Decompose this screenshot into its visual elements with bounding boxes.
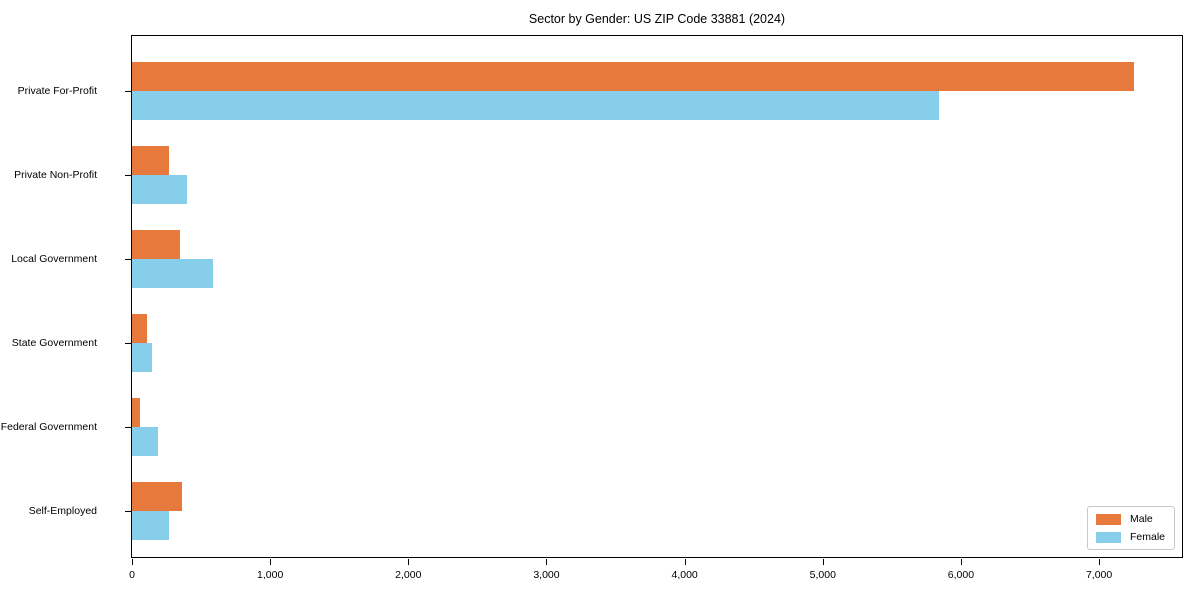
- bar-male-private-for-profit: [132, 62, 1134, 91]
- legend-item-male: Male: [1095, 513, 1165, 525]
- legend-swatch-female: [1095, 531, 1121, 543]
- y-tick-mark: [125, 343, 131, 344]
- y-tick-mark: [125, 91, 131, 92]
- x-tick-mark: [546, 559, 548, 565]
- bar-male-state-government: [132, 314, 148, 343]
- bar-male-self-employed: [132, 482, 183, 511]
- x-tick-mark: [684, 559, 686, 565]
- bar-female-private-for-profit: [132, 91, 939, 120]
- y-tick-mark: [125, 511, 131, 512]
- y-tick-mark: [125, 175, 131, 176]
- category-label: State Government: [11, 337, 97, 349]
- legend-item-female: Female: [1095, 531, 1165, 543]
- x-tick-mark: [270, 559, 272, 565]
- x-tick-mark: [1099, 559, 1101, 565]
- x-tick-mark: [822, 559, 824, 565]
- x-tick-label: 7,000: [1085, 569, 1113, 581]
- plot-area: Private For-Profit Private Non-Profit Loca…: [1, 35, 1183, 581]
- chart-title: Sector by Gender: US ZIP Code 33881 (202…: [528, 12, 786, 26]
- category-label: Private For-Profit: [17, 85, 97, 97]
- x-tick-label: 2,000: [395, 569, 422, 581]
- legend-label-male: Male: [1129, 513, 1153, 525]
- x-tick-mark: [132, 559, 133, 565]
- bar-male-private-non-profit: [132, 146, 169, 175]
- y-tick-mark: [125, 259, 131, 260]
- legend-swatch-male: [1095, 513, 1121, 525]
- bar-male-local-government: [132, 230, 181, 259]
- category-label: Federal Government: [0, 421, 97, 433]
- x-tick-label: 0: [129, 569, 135, 581]
- bar-female-local-government: [132, 259, 213, 288]
- x-tick-mark: [408, 559, 410, 565]
- bar-female-state-government: [132, 343, 153, 372]
- bar-female-private-non-profit: [132, 175, 188, 204]
- category-label: Local Government: [11, 253, 97, 265]
- x-tick-mark: [960, 559, 962, 565]
- bar-female-federal-government: [132, 427, 159, 456]
- y-tick-mark: [125, 427, 131, 428]
- category-label: Self-Employed: [28, 505, 97, 517]
- x-tick-label: 4,000: [671, 569, 698, 581]
- x-tick-label: 1,000: [257, 569, 284, 581]
- legend: Male Female: [1086, 506, 1175, 550]
- bar-male-federal-government: [132, 398, 140, 427]
- bar-female-self-employed: [132, 511, 170, 540]
- legend-label-female: Female: [1129, 531, 1165, 543]
- x-tick-label: 5,000: [809, 569, 836, 581]
- x-tick-label: 6,000: [947, 569, 975, 581]
- x-tick-label: 3,000: [533, 569, 560, 581]
- category-label: Private Non-Profit: [14, 169, 97, 181]
